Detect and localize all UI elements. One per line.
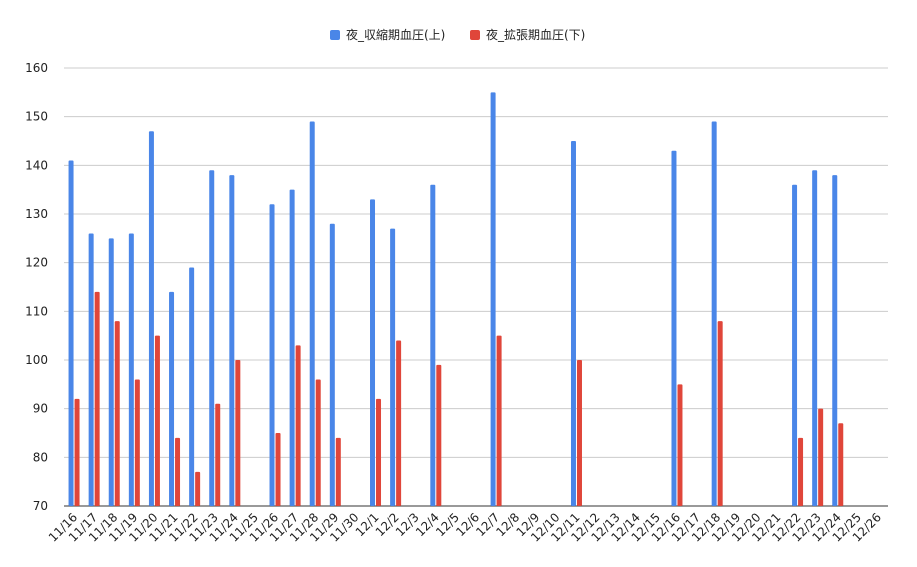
y-tick-label: 130 bbox=[25, 207, 48, 221]
y-tick-label: 70 bbox=[33, 499, 48, 513]
bar-systolic bbox=[148, 131, 154, 506]
bar-diastolic bbox=[396, 340, 402, 506]
legend-item: 夜_拡張期血圧(下) bbox=[470, 27, 585, 42]
bar-systolic bbox=[289, 189, 295, 506]
bar-systolic bbox=[671, 150, 677, 506]
bar-diastolic bbox=[798, 437, 804, 506]
bar-diastolic bbox=[134, 379, 140, 506]
bar-diastolic bbox=[235, 360, 241, 506]
bar-systolic bbox=[108, 238, 114, 507]
y-tick-label: 140 bbox=[25, 158, 48, 172]
bar-systolic bbox=[189, 267, 195, 506]
bar-diastolic bbox=[114, 321, 120, 506]
bar-diastolic bbox=[677, 384, 683, 506]
bar-diastolic bbox=[175, 437, 181, 506]
legend-label: 夜_拡張期血圧(下) bbox=[486, 27, 585, 42]
y-tick-label: 100 bbox=[25, 353, 48, 367]
y-tick-label: 90 bbox=[33, 402, 48, 416]
y-tick-label: 150 bbox=[25, 110, 48, 124]
bar-diastolic bbox=[295, 345, 301, 506]
bar-diastolic bbox=[436, 364, 442, 506]
bar-diastolic bbox=[717, 321, 723, 506]
bar-systolic bbox=[711, 121, 717, 507]
legend-swatch bbox=[470, 30, 480, 40]
bar-diastolic bbox=[576, 360, 582, 506]
legend-label: 夜_収縮期血圧(上) bbox=[346, 27, 445, 42]
bar-systolic bbox=[370, 199, 376, 506]
bar-systolic bbox=[490, 92, 496, 506]
bar-systolic bbox=[309, 121, 315, 507]
bar-systolic bbox=[390, 228, 396, 506]
bar-systolic bbox=[792, 184, 798, 507]
bar-diastolic bbox=[818, 408, 824, 506]
bars bbox=[68, 92, 844, 507]
legend: 夜_収縮期血圧(上) 夜_拡張期血圧(下) bbox=[330, 27, 585, 42]
bar-diastolic bbox=[376, 398, 382, 506]
bar-diastolic bbox=[315, 379, 321, 506]
bar-systolic bbox=[812, 170, 818, 506]
bar-diastolic bbox=[335, 437, 341, 506]
y-tick-label: 80 bbox=[33, 450, 48, 464]
y-tick-label: 120 bbox=[25, 256, 48, 270]
bar-systolic bbox=[68, 160, 74, 506]
bar-systolic bbox=[229, 175, 235, 507]
bar-systolic bbox=[570, 141, 576, 506]
bar-diastolic bbox=[154, 335, 160, 506]
bar-diastolic bbox=[838, 423, 844, 506]
bar-systolic bbox=[329, 223, 335, 506]
bar-systolic bbox=[128, 233, 134, 506]
gridlines bbox=[64, 67, 888, 507]
y-tick-label: 160 bbox=[25, 61, 48, 75]
bar-systolic bbox=[209, 170, 215, 506]
bar-systolic bbox=[832, 175, 838, 507]
bar-systolic bbox=[269, 204, 275, 506]
legend-swatch bbox=[330, 30, 340, 40]
bar-diastolic bbox=[74, 398, 80, 506]
bar-diastolic bbox=[195, 471, 201, 506]
bar-diastolic bbox=[94, 291, 100, 506]
bar-systolic bbox=[88, 233, 94, 506]
bar-diastolic bbox=[275, 433, 281, 506]
legend-item: 夜_収縮期血圧(上) bbox=[330, 27, 445, 42]
y-tick-label: 110 bbox=[25, 304, 48, 318]
bar-systolic bbox=[169, 291, 175, 506]
x-axis: 11/1611/1711/1811/1911/2011/2111/2211/23… bbox=[46, 510, 884, 544]
bar-systolic bbox=[430, 184, 436, 507]
bar-diastolic bbox=[496, 335, 502, 506]
y-axis: 70 80 90 100 110 120 130 140 150 160 bbox=[25, 61, 48, 513]
bar-diastolic bbox=[215, 403, 221, 506]
